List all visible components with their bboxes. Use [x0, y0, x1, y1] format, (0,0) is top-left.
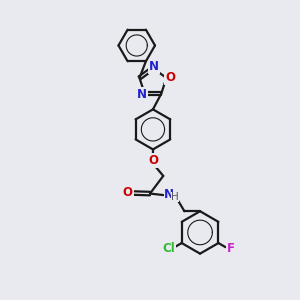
Text: F: F — [227, 242, 235, 254]
Text: O: O — [123, 187, 133, 200]
Text: Cl: Cl — [162, 242, 175, 255]
Text: H: H — [171, 192, 179, 202]
Text: O: O — [165, 71, 175, 84]
Text: O: O — [148, 154, 158, 167]
Text: N: N — [137, 88, 147, 101]
Text: N: N — [149, 61, 159, 74]
Text: N: N — [164, 188, 174, 201]
